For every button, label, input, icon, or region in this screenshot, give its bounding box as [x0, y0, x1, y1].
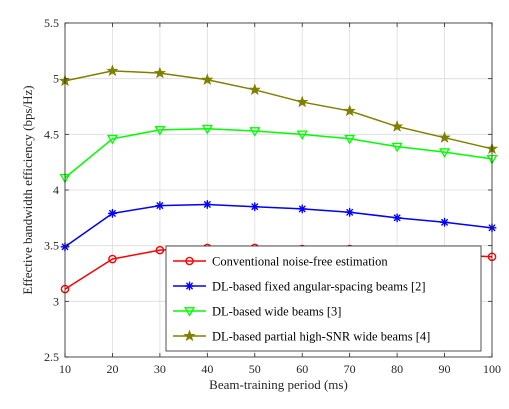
series-3-point [296, 130, 308, 141]
series-3-point [154, 126, 166, 136]
x-tick-label: 70 [344, 362, 356, 376]
x-tick-label: 60 [296, 362, 308, 376]
series-2-point [440, 217, 450, 227]
x-tick-label: 20 [106, 362, 118, 376]
legend-marker-3 [183, 307, 196, 317]
series-4-point [343, 104, 356, 117]
y-tick-label: 4.5 [44, 127, 59, 141]
x-tick-label: 10 [59, 362, 71, 376]
series-1-point [155, 245, 165, 255]
series-4-point [106, 64, 119, 77]
series-4-point [153, 66, 167, 79]
series-2-point [345, 207, 355, 217]
legend-label-3: DL-based wide beams [3] [212, 305, 341, 319]
series-2-point [392, 213, 402, 223]
series-3-point [344, 134, 356, 145]
legend-label-2: DL-based fixed angular-spacing beams [2] [212, 280, 426, 294]
axis-ticks: 10 20 30 40 50 60 70 80 90 100 2.5 3 3.5 4 4.5 5 5.5 [44, 16, 501, 376]
y-tick-label: 5.5 [44, 16, 59, 30]
y-tick-label: 2.5 [44, 350, 59, 364]
series-3-point [391, 142, 403, 153]
series-2-point [297, 204, 307, 214]
legend: Conventional noise-free estimation DL-bas… [165, 245, 482, 352]
series-2-point [107, 208, 117, 218]
x-axis-label: Beam-training period (ms) [209, 377, 348, 392]
legend-label-4: DL-based partial high-SNR wide beams [4] [212, 330, 430, 344]
y-tick-label: 4 [53, 183, 59, 197]
series-line-2 [64, 203, 493, 248]
series-4-point [248, 83, 261, 96]
legend-label-1: Conventional noise-free estimation [212, 255, 388, 269]
series-line-3 [64, 128, 493, 179]
series-4-point [390, 120, 404, 132]
series-3-point [201, 124, 213, 135]
series-4-point [201, 73, 214, 86]
legend-marker-2 [184, 281, 195, 291]
x-tick-label: 80 [391, 362, 403, 376]
x-tick-label: 50 [249, 362, 261, 376]
legend-marker-1 [185, 256, 194, 266]
series-line-4 [64, 70, 493, 150]
x-tick-label: 100 [483, 362, 501, 376]
series-2-point [250, 202, 260, 212]
y-axis-label: Effective bandwidth efficiency (bps/Hz) [20, 85, 35, 294]
series-3-point [249, 127, 261, 137]
series-3-point [439, 148, 451, 158]
y-tick-label: 5 [53, 72, 59, 86]
x-tick-label: 90 [439, 362, 451, 376]
legend-box [165, 245, 482, 352]
x-tick-label: 40 [201, 362, 213, 376]
series-4-point [438, 131, 451, 143]
x-tick-label: 30 [154, 362, 166, 376]
series-4-point [296, 95, 309, 108]
legend-marker-4 [183, 329, 196, 342]
series-2-point [155, 201, 165, 211]
y-tick-label: 3.5 [44, 239, 59, 253]
series-2-point [202, 199, 212, 209]
series-1-point [108, 254, 117, 264]
series-3-point [106, 134, 118, 145]
y-tick-label: 3 [53, 294, 59, 308]
